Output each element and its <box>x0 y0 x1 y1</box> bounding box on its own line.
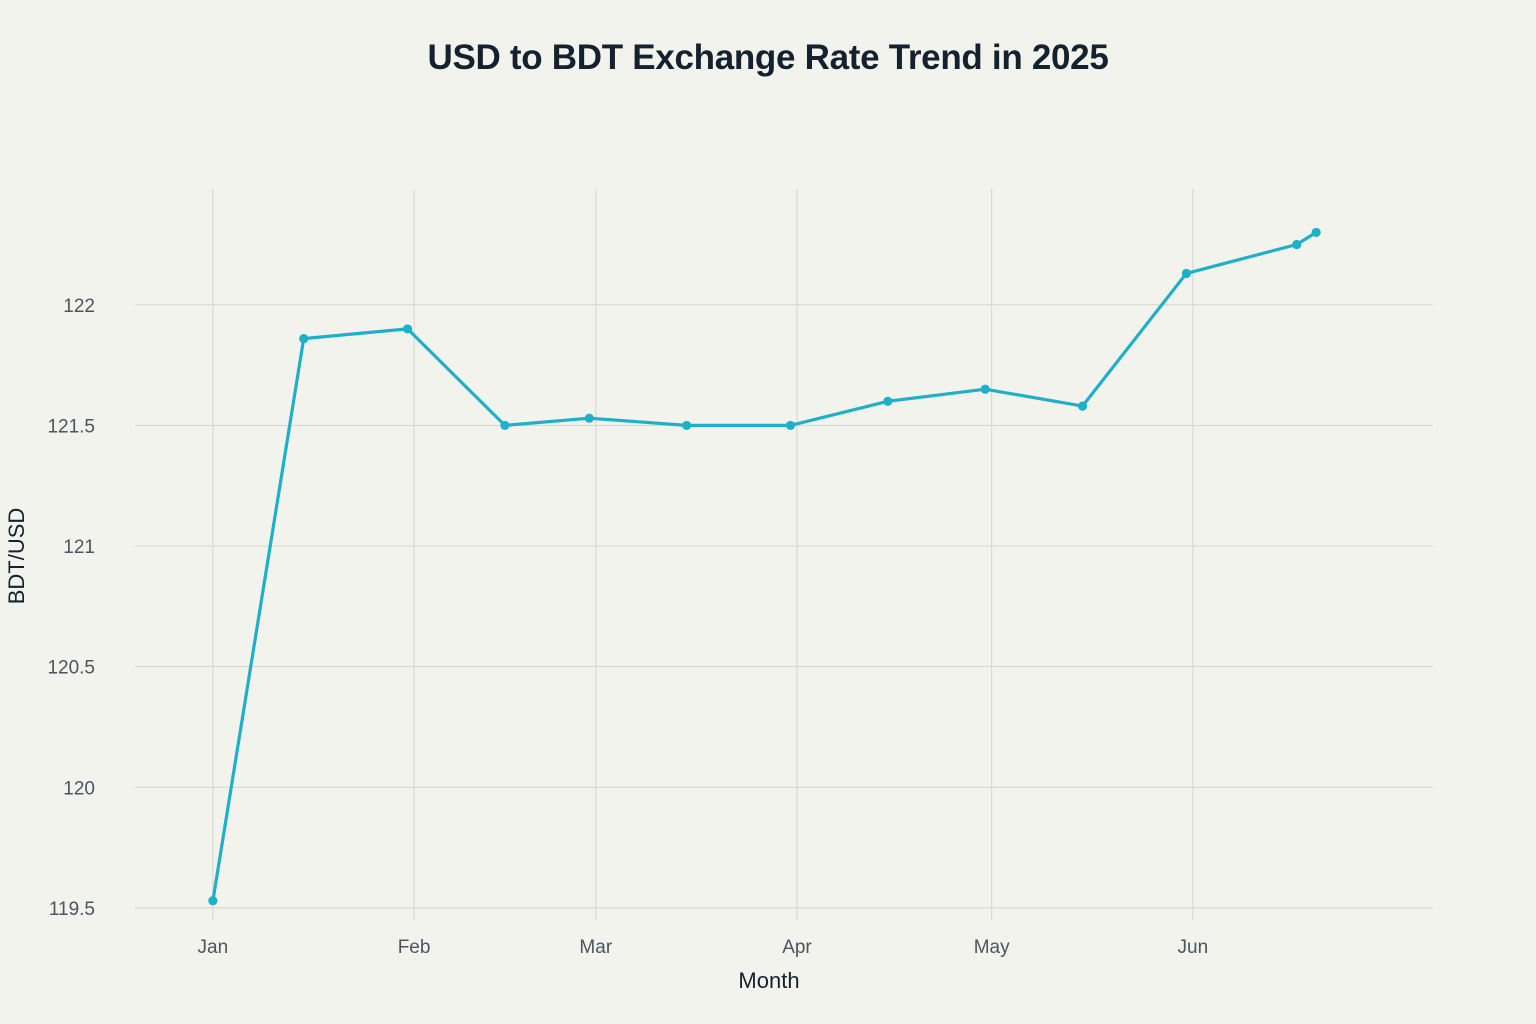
y-tick-label: 122 <box>63 296 95 317</box>
data-point[interactable] <box>1181 268 1191 279</box>
data-point[interactable] <box>980 384 990 394</box>
y-tick-label: 120.5 <box>47 658 95 679</box>
x-tick-label: May <box>974 937 1010 958</box>
x-tick-label: Mar <box>579 937 612 958</box>
x-tick-label: Jan <box>198 937 229 958</box>
y-tick-label: 120 <box>63 778 95 799</box>
y-tick-label: 121 <box>63 537 95 558</box>
y-tick-label: 119.5 <box>49 899 95 920</box>
y-tick-labels: 119.5 120 120.5 121 121.5 122 <box>47 296 95 920</box>
data-point[interactable] <box>584 413 594 423</box>
series-line <box>211 230 1318 903</box>
data-point[interactable] <box>208 896 218 906</box>
series-layer <box>208 227 1321 906</box>
data-point[interactable] <box>883 396 893 406</box>
x-axis-label: Month <box>738 968 799 993</box>
data-point[interactable] <box>1311 227 1321 238</box>
data-point[interactable] <box>299 333 309 344</box>
data-point[interactable] <box>1292 239 1302 250</box>
x-tick-label: Feb <box>398 937 431 958</box>
x-tick-label: Jun <box>1178 937 1209 958</box>
data-point[interactable] <box>682 420 692 431</box>
y-tick-label: 121.5 <box>47 416 95 437</box>
x-tick-label: Apr <box>782 937 812 958</box>
y-axis-label: BDT/USD <box>4 508 29 605</box>
data-point[interactable] <box>1077 401 1088 411</box>
x-tick-labels: Jan Feb Mar Apr May Jun <box>198 937 1209 958</box>
grid-layer <box>135 189 1433 920</box>
data-point[interactable] <box>500 420 510 431</box>
chart-title: USD to BDT Exchange Rate Trend in 2025 <box>427 38 1109 77</box>
data-point[interactable] <box>402 324 413 334</box>
data-point[interactable] <box>785 420 796 431</box>
